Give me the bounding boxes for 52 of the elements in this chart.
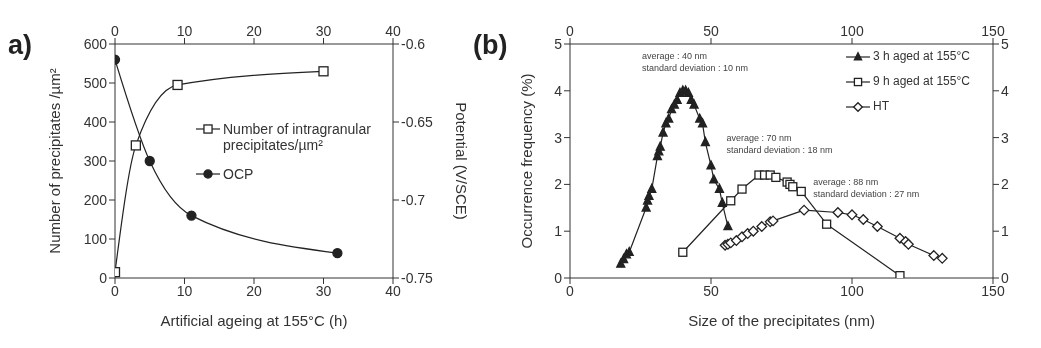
y-tick-label: 0 <box>554 269 563 286</box>
y2-tick-label: 1 <box>1001 223 1009 240</box>
x2-tick-label: 30 <box>315 23 332 39</box>
annotation: average : 88 nm standard deviation : 27 nm <box>813 177 920 201</box>
x-tick-label: 0 <box>111 282 120 299</box>
legend-label: HT <box>873 98 889 114</box>
y-tick-label: 1 <box>554 223 563 240</box>
y2-tick-label: -0.75 <box>401 269 434 286</box>
y2-tick-label: 3 <box>1001 129 1009 146</box>
legend-label: 3 h aged at 155°C <box>873 49 970 64</box>
text: a) <box>8 30 33 61</box>
y-tick-label: 3 <box>554 129 563 146</box>
text: (b) <box>473 30 508 61</box>
y-tick-label: 2 <box>554 176 563 193</box>
annotation: average : 40 nm standard deviation : 10 nm <box>641 51 748 75</box>
y-axis-title: Number of precipitates /µm² <box>46 68 64 254</box>
x-axis-title: Artificial ageing at 155°C (h) <box>160 312 348 329</box>
x-tick-label: 30 <box>315 282 332 299</box>
y2-tick-label: 4 <box>1001 82 1009 99</box>
y-tick-label: 400 <box>83 113 108 130</box>
y-tick-label: 4 <box>554 82 563 99</box>
x-tick-label: 100 <box>840 282 864 299</box>
y2-tick-label: -0.6 <box>401 35 426 52</box>
x-tick-label: 40 <box>385 282 401 299</box>
x-tick-label: 0 <box>566 282 575 299</box>
x2-tick-label: 0 <box>111 23 120 39</box>
x2-tick-label: 50 <box>703 23 719 39</box>
y-axis-title: Occurrence frequency (%) <box>518 73 536 249</box>
legend-label: Number of intragranular precipitates/µm² <box>223 121 372 154</box>
legend-label: 9 h aged at 155°C <box>873 73 970 89</box>
x-axis-title: Size of the precipitates (nm) <box>688 312 875 329</box>
x-tick-label: 10 <box>176 282 193 299</box>
x2-tick-label: 10 <box>176 23 193 39</box>
annotation: average : 70 nm standard deviation : 18 nm <box>726 132 833 157</box>
y-tick-label: 300 <box>83 152 108 169</box>
x-tick-label: 20 <box>246 282 262 299</box>
y2-axis-title: Potential (V/SCE) <box>452 102 470 220</box>
y-tick-label: 100 <box>83 230 108 247</box>
x2-tick-label: 0 <box>566 23 575 39</box>
x2-tick-label: 40 <box>385 23 401 39</box>
y-tick-label: 200 <box>83 191 108 208</box>
y-tick-label: 600 <box>83 35 108 52</box>
x2-tick-label: 20 <box>246 23 262 39</box>
y-tick-label: 500 <box>83 74 108 91</box>
x2-tick-label: 100 <box>840 23 864 39</box>
y2-tick-label: -0.65 <box>401 113 434 130</box>
y2-tick-label: 2 <box>1001 176 1009 193</box>
legend-label: OCP <box>223 165 254 182</box>
y2-tick-label: -0.7 <box>401 191 426 208</box>
y-tick-label: 0 <box>99 269 108 286</box>
x-tick-label: 50 <box>703 282 719 299</box>
y-tick-label: 5 <box>554 35 563 52</box>
